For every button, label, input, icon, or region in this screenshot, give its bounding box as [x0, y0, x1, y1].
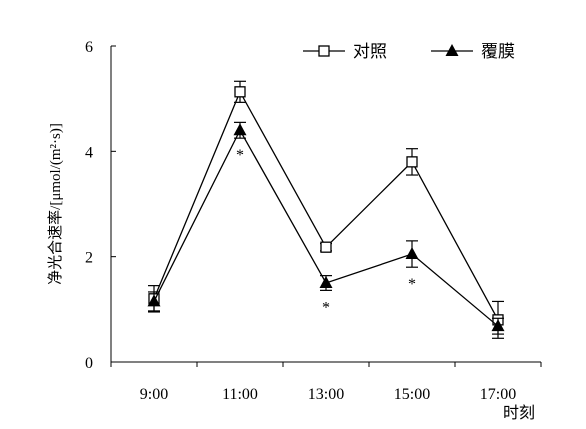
y-tick-label: 2 — [85, 250, 93, 267]
square-marker — [318, 45, 330, 57]
series-layer — [147, 80, 505, 339]
x-tick-label: 11:00 — [222, 386, 258, 403]
significance-star: * — [236, 147, 244, 164]
y-axis-label: 净光合速率/[μmol/(m²·s)] — [47, 123, 64, 285]
y-tick-label: 0 — [85, 355, 93, 372]
x-tick-label: 9:00 — [140, 386, 168, 403]
significance-star: * — [408, 276, 416, 293]
ticks: 0 2 4 6 9:00 11:00 13:00 15:00 17:00 — [85, 39, 542, 403]
x-tick-label: 17:00 — [480, 386, 516, 403]
annotations: * * * — [236, 147, 416, 316]
significance-star: * — [322, 299, 330, 316]
axes — [110, 46, 541, 363]
legend-label: 覆膜 — [481, 42, 515, 61]
square-marker — [234, 86, 246, 98]
legend-item-2: 覆膜 — [431, 42, 515, 61]
x-axis-label: 时刻 — [503, 404, 535, 422]
triangle-marker — [147, 294, 161, 307]
series-line — [153, 128, 499, 327]
triangle-marker — [233, 123, 247, 136]
triangle-marker — [405, 247, 419, 260]
square-marker — [406, 156, 418, 168]
triangle-marker — [491, 319, 505, 332]
series-2 — [147, 121, 505, 335]
y-tick-label: 4 — [85, 144, 93, 161]
square-marker — [320, 241, 332, 253]
legend-label: 对照 — [353, 42, 387, 61]
triangle-marker — [319, 276, 333, 288]
triangle-marker — [445, 44, 459, 56]
x-tick-label: 13:00 — [308, 386, 344, 403]
legend: 对照 覆膜 — [303, 42, 515, 61]
legend-item-1: 对照 — [303, 42, 387, 61]
x-tick-label: 15:00 — [394, 386, 430, 403]
y-tick-label: 6 — [85, 39, 93, 56]
